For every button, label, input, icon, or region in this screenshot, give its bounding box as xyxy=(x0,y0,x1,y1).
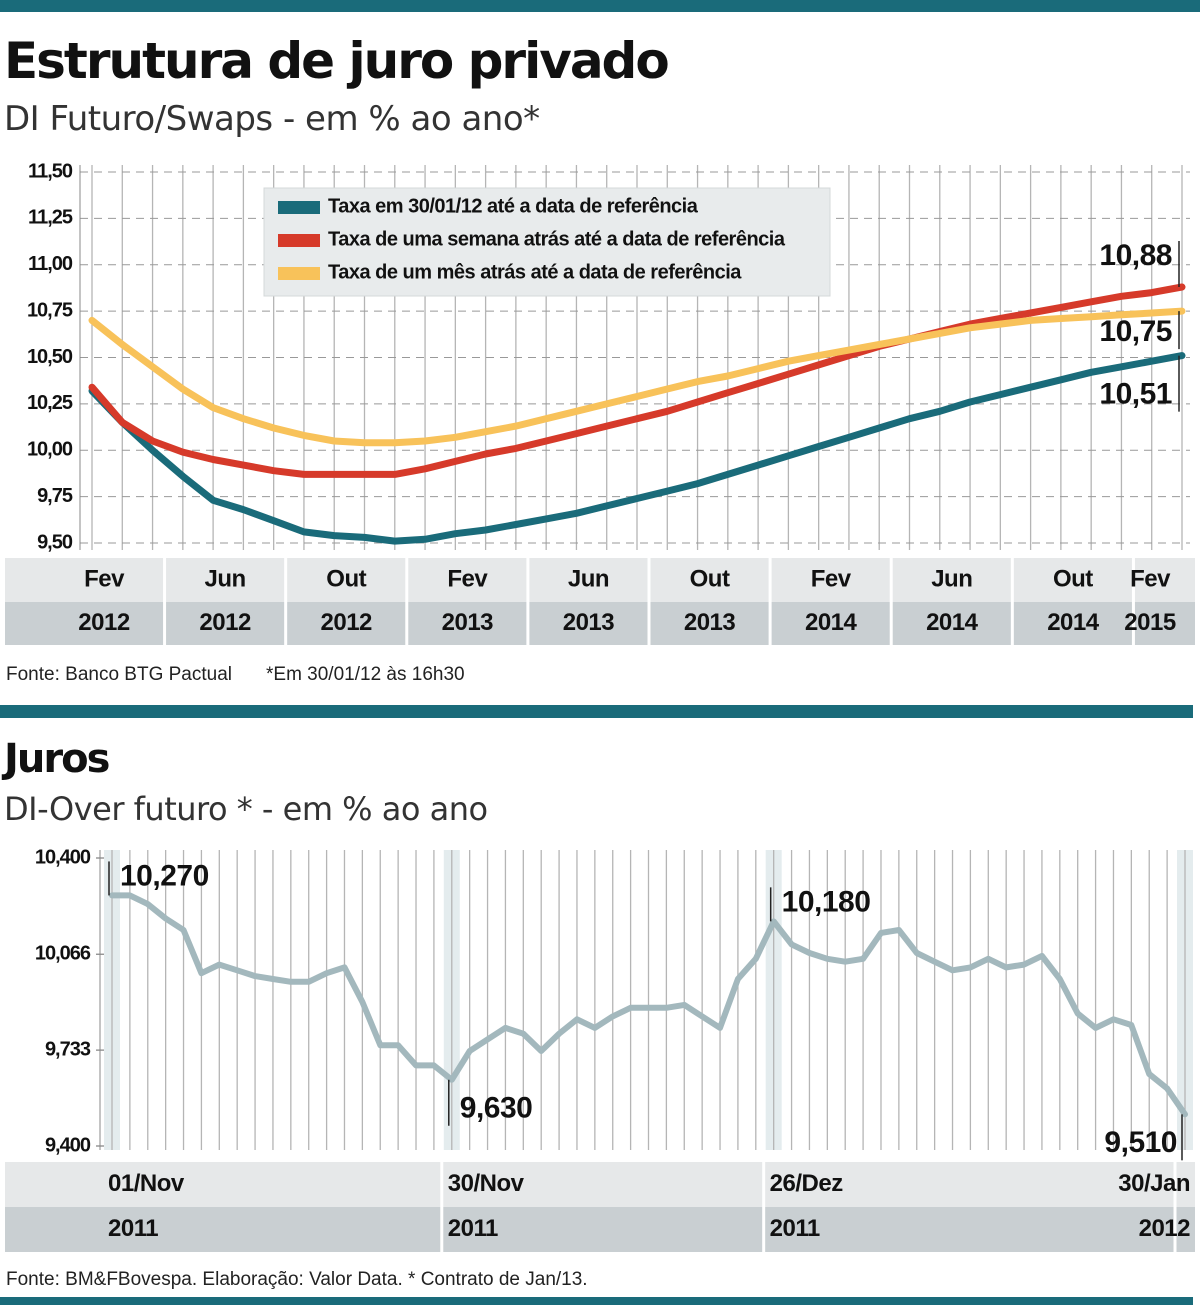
x-tick-label: Fev xyxy=(811,565,852,592)
x-tick-label: 2015 xyxy=(1124,609,1176,636)
y-tick-label: 10,75 xyxy=(27,299,73,321)
legend-label: Taxa em 30/01/12 até a data de referênci… xyxy=(328,195,699,217)
value-label: 10,51 xyxy=(1099,378,1172,411)
series-line xyxy=(88,352,1186,545)
x-tick-label: 26/Dez xyxy=(770,1170,844,1197)
chart-subtitle: DI Futuro/Swaps - em % ao ano* xyxy=(4,99,540,139)
x-tick-label: Out xyxy=(690,565,730,592)
legend-label: Taxa de uma semana atrás até a data de r… xyxy=(328,228,786,250)
x-tick-label: 2014 xyxy=(805,609,858,636)
x-tick-label: 2014 xyxy=(1047,609,1100,636)
x-tick-label: 2013 xyxy=(563,609,615,636)
value-label: 10,88 xyxy=(1099,239,1172,272)
legend-swatch xyxy=(278,267,320,280)
x-tick-label: 2013 xyxy=(442,609,494,636)
y-tick-label: 9,733 xyxy=(45,1038,91,1060)
y-tick-label: 10,400 xyxy=(35,846,91,868)
value-label: 10,180 xyxy=(782,885,871,918)
x-tick-label: 2012 xyxy=(321,609,373,636)
x-tick-label: 2012 xyxy=(199,609,251,636)
x-tick-label: 30/Nov xyxy=(448,1170,525,1197)
chart-subtitle: DI-Over futuro * - em % ao ano xyxy=(4,790,488,828)
x-tick-label: 2011 xyxy=(770,1215,820,1242)
y-tick-label: 9,400 xyxy=(45,1134,91,1156)
x-tick-label: 01/Nov xyxy=(108,1170,185,1197)
y-tick-label: 10,50 xyxy=(27,346,73,368)
note: *Em 30/01/12 às 16h30 xyxy=(266,664,465,685)
x-tick-label: 2014 xyxy=(926,609,979,636)
series-line xyxy=(109,892,1188,1118)
y-tick-label: 11,50 xyxy=(28,160,73,182)
x-label-row xyxy=(5,1162,1195,1207)
x-tick-label: Jun xyxy=(568,565,609,592)
x-label-row xyxy=(5,1207,1195,1252)
x-label-row xyxy=(5,558,1195,602)
x-tick-label: Fev xyxy=(447,565,488,592)
top-bar xyxy=(0,0,1200,12)
legend-swatch xyxy=(278,234,320,247)
value-label: 10,270 xyxy=(120,859,209,892)
y-tick-label: 10,25 xyxy=(27,392,73,414)
source: Fonte: BM&FBovespa. Elaboração: Valor Da… xyxy=(6,1269,588,1290)
legend-swatch xyxy=(278,201,320,214)
y-tick-label: 9,50 xyxy=(37,531,73,553)
y-tick-label: 11,00 xyxy=(28,253,73,275)
x-tick-label: 2011 xyxy=(448,1215,498,1242)
y-tick-label: 10,066 xyxy=(35,942,91,964)
chart-title: Juros xyxy=(1,736,109,782)
value-label: 9,630 xyxy=(460,1092,533,1125)
x-tick-label: 2012 xyxy=(78,609,130,636)
x-tick-label: Jun xyxy=(931,565,972,592)
bottom-bar xyxy=(0,1297,1193,1305)
x-tick-label: 2011 xyxy=(108,1215,158,1242)
series-line xyxy=(88,283,1186,478)
x-tick-label: Jun xyxy=(205,565,246,592)
x-tick-label: Fev xyxy=(1130,565,1171,592)
x-tick-label: 30/Jan xyxy=(1118,1170,1190,1197)
divider-bar xyxy=(0,705,1193,718)
chart-title: Estrutura de juro privado xyxy=(4,32,668,90)
y-tick-label: 10,00 xyxy=(27,439,73,461)
series-line xyxy=(88,307,1186,447)
value-label: 10,75 xyxy=(1099,315,1172,348)
y-tick-label: 9,75 xyxy=(37,485,73,507)
x-tick-label: Out xyxy=(1053,565,1093,592)
x-label-row xyxy=(5,602,1195,645)
source: Fonte: Banco BTG Pactual xyxy=(6,664,232,685)
legend-label: Taxa de um mês atrás até a data de refer… xyxy=(328,261,742,283)
x-tick-label: 2012 xyxy=(1139,1215,1191,1242)
legend-box xyxy=(263,187,831,297)
x-tick-label: Out xyxy=(326,565,366,592)
x-tick-label: 2013 xyxy=(684,609,736,636)
value-label: 9,510 xyxy=(1104,1126,1177,1159)
x-tick-label: Fev xyxy=(84,565,125,592)
y-tick-label: 11,25 xyxy=(28,207,73,229)
